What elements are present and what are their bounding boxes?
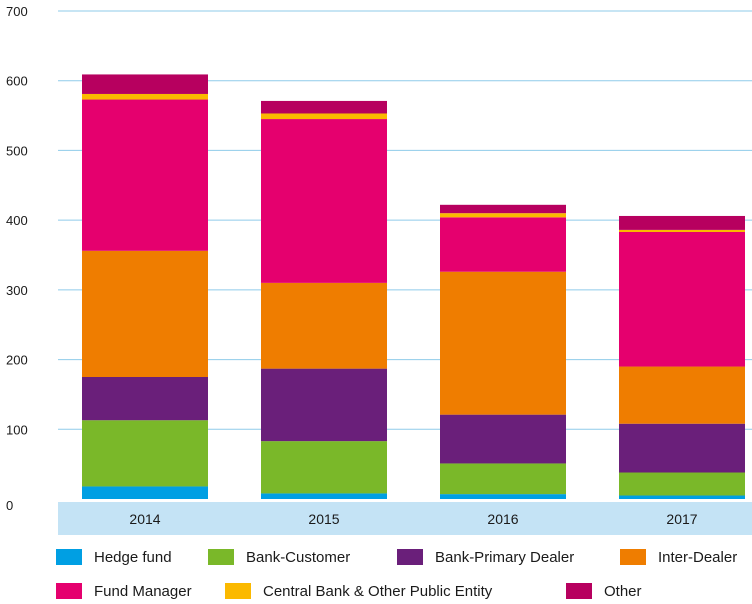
bar-segment xyxy=(261,113,387,120)
legend-swatch xyxy=(56,549,82,565)
bar-segment xyxy=(261,119,387,283)
y-tick-label: 400 xyxy=(6,213,28,228)
y-tick-label: 100 xyxy=(6,422,28,437)
legend-label: Fund Manager xyxy=(94,582,192,600)
bar-segment xyxy=(82,250,208,377)
bar-segment xyxy=(440,204,566,214)
y-tick-label: 200 xyxy=(6,353,28,368)
y-tick-label: 700 xyxy=(6,4,28,19)
legend-label: Inter-Dealer xyxy=(658,548,738,566)
bar-segment xyxy=(82,377,208,421)
legend-swatch xyxy=(620,549,646,565)
legend-swatch xyxy=(208,549,234,565)
x-category-label: 2015 xyxy=(308,511,339,527)
legend-label: Other xyxy=(604,582,642,600)
y-axis-ticks: 0 100 200 300 400 500 600 700 xyxy=(6,4,28,513)
legend-item: Central Bank & Other Public Entity xyxy=(225,581,492,601)
bar-segment xyxy=(619,229,745,232)
stacked-bar-chart: 0 100 200 300 400 500 600 700 2014 2015 2016 2017 xyxy=(6,4,752,535)
legend-label: Hedge fund xyxy=(94,548,172,566)
bar-segment xyxy=(440,494,566,499)
x-axis-categories: 2014 2015 2016 2017 xyxy=(129,511,697,527)
bar-segment xyxy=(619,495,745,499)
x-category-label: 2017 xyxy=(666,511,697,527)
legend-swatch xyxy=(566,583,592,599)
legend-label: Central Bank & Other Public Entity xyxy=(263,582,493,600)
bar-segment xyxy=(619,423,745,473)
bar-segment xyxy=(261,282,387,369)
legend-label: Bank-Primary Dealer xyxy=(435,548,575,566)
bar-segment xyxy=(440,271,566,415)
category-band xyxy=(58,502,752,535)
y-tick-label: 600 xyxy=(6,74,28,89)
legend-swatch xyxy=(397,549,423,565)
bar-segment xyxy=(261,441,387,494)
legend-item: Hedge fund xyxy=(56,547,172,567)
bar-segment xyxy=(619,215,745,230)
bar-segment xyxy=(440,463,566,495)
y-tick-label: 0 xyxy=(6,498,13,513)
bar-segment xyxy=(82,99,208,251)
legend-item: Bank-Primary Dealer xyxy=(397,547,574,567)
y-tick-label: 300 xyxy=(6,283,28,298)
legend-item: Other xyxy=(566,581,642,601)
bar-segment xyxy=(440,217,566,272)
bar-segment xyxy=(619,366,745,424)
legend-swatch xyxy=(56,583,82,599)
bar-segment xyxy=(82,74,208,94)
bar-segment xyxy=(619,231,745,367)
legend-item: Inter-Dealer xyxy=(620,547,737,567)
bar-segment xyxy=(82,93,208,100)
legend-label: Bank-Customer xyxy=(246,548,351,566)
bars xyxy=(82,74,745,499)
bar-segment xyxy=(619,472,745,496)
bar-segment xyxy=(261,368,387,442)
legend-swatch xyxy=(225,583,251,599)
y-tick-label: 500 xyxy=(6,143,28,158)
legend-item: Bank-Customer xyxy=(208,547,350,567)
legend-item: Fund Manager xyxy=(56,581,192,601)
legend: Hedge fund Bank-Customer Bank-Primary Deal… xyxy=(0,540,752,604)
bar-segment xyxy=(440,414,566,464)
bar-segment xyxy=(261,493,387,499)
bar-segment xyxy=(440,213,566,218)
bar-segment xyxy=(82,486,208,499)
bar-segment xyxy=(82,420,208,487)
x-category-label: 2014 xyxy=(129,511,160,527)
bar-segment xyxy=(261,100,387,114)
x-category-label: 2016 xyxy=(487,511,518,527)
